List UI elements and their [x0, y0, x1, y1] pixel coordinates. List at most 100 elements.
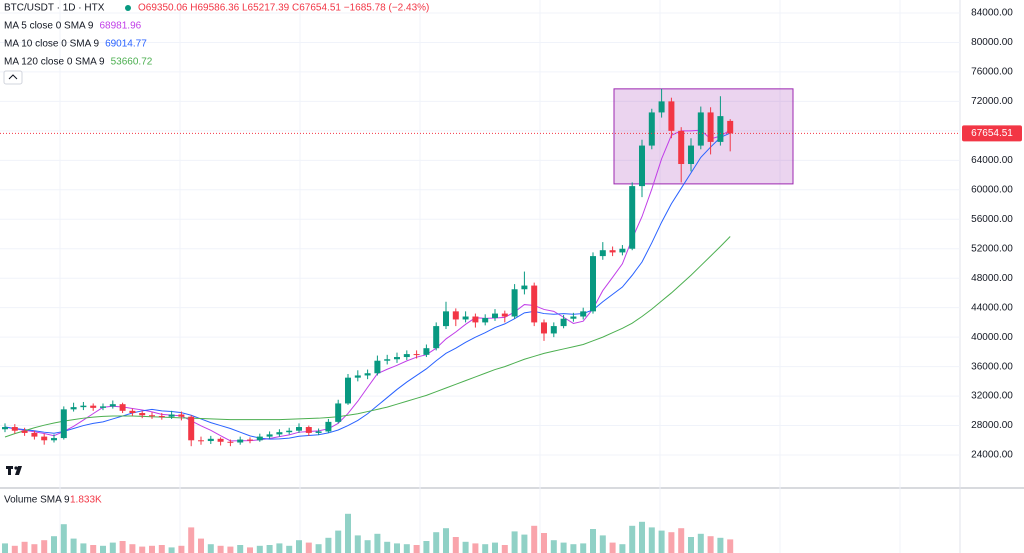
candle-body	[521, 285, 528, 290]
candle-body	[678, 130, 685, 165]
y-tick-label: 24000.00	[971, 450, 1013, 461]
volume-bar	[198, 538, 204, 553]
candle-body	[482, 317, 489, 323]
volume-bar	[237, 545, 244, 553]
indicator-name: MA 10 close 0 SMA 9	[4, 39, 99, 50]
volume-bar	[403, 544, 410, 553]
volume-bar	[413, 545, 420, 553]
volume-bar	[443, 528, 449, 553]
volume-bar	[678, 528, 685, 553]
volume-bar	[354, 535, 361, 553]
volume-bar	[266, 545, 273, 553]
candle-body	[60, 409, 67, 439]
candle-body	[403, 354, 410, 358]
volume-bar	[394, 543, 400, 553]
volume-bar	[276, 543, 283, 553]
candle-body	[129, 410, 136, 414]
candle-body	[11, 427, 18, 431]
y-tick-label: 36000.00	[971, 361, 1013, 372]
symbol-title[interactable]: BTC/USDT · 1D · HTX	[4, 3, 105, 14]
volume-bar	[335, 530, 342, 553]
market-status	[125, 5, 131, 11]
candle-body	[119, 404, 126, 411]
volume-bar	[217, 545, 224, 553]
tv-logo	[6, 466, 22, 475]
y-tick-label: 32000.00	[971, 391, 1013, 402]
candle-body	[541, 322, 547, 334]
volume-bar	[658, 530, 665, 553]
candle-body	[335, 403, 342, 422]
volume-bar	[129, 544, 136, 553]
candle-body	[325, 421, 332, 432]
indicator-name: MA 5 close 0 SMA 9	[4, 21, 94, 32]
candle-body	[139, 413, 146, 416]
candle-body	[315, 431, 322, 433]
volume-bar	[697, 533, 704, 553]
candle-body	[70, 407, 77, 410]
volume-bar	[149, 545, 155, 553]
last-price-badge	[962, 125, 1022, 142]
y-tick-label: 76000.00	[971, 67, 1013, 78]
candle-body	[472, 316, 479, 323]
volume-bar	[462, 541, 469, 553]
candle-body	[354, 375, 361, 378]
volume-bar	[648, 527, 655, 553]
y-tick-label: 28000.00	[971, 420, 1013, 431]
indicator-value: 53660.72	[111, 57, 153, 68]
volume-bar	[570, 544, 577, 553]
candle-body	[727, 120, 734, 134]
ma-line	[4, 132, 731, 440]
volume-bar	[158, 545, 165, 553]
candle-body	[697, 112, 704, 146]
candle-body	[423, 348, 430, 355]
volume-bar	[560, 542, 567, 553]
candle-body	[688, 145, 694, 165]
candle-body	[168, 414, 175, 417]
y-tick-label: 44000.00	[971, 302, 1013, 313]
collapse-button[interactable]	[3, 70, 23, 85]
y-tick-label: 72000.00	[971, 96, 1013, 107]
volume-bar	[541, 533, 547, 553]
volume-bar	[550, 540, 557, 553]
volume-bar	[41, 540, 48, 553]
volume-bar	[305, 542, 312, 553]
candle-body	[80, 405, 87, 408]
volume-bar	[531, 525, 538, 553]
indicator-value: 69014.77	[105, 39, 147, 50]
candle-body	[531, 285, 538, 323]
volume-bar	[511, 531, 518, 553]
candle-body	[109, 404, 116, 407]
volume-bar	[139, 546, 146, 553]
candle-body	[658, 101, 665, 113]
candle-body	[345, 377, 351, 404]
volume-bar	[599, 535, 606, 553]
y-tick-label: 60000.00	[971, 184, 1013, 195]
volume-bar	[609, 542, 616, 553]
candle-body	[560, 318, 567, 327]
candle-body	[639, 145, 645, 187]
volume-bar	[325, 537, 332, 553]
volume-bar	[727, 539, 734, 553]
candle-body	[570, 316, 577, 319]
candle-body	[188, 416, 195, 441]
volume-bar	[100, 545, 106, 553]
volume-bar	[207, 544, 214, 553]
volume-bar	[492, 542, 498, 553]
candle-body	[217, 438, 224, 442]
volume-bar	[590, 529, 596, 553]
volume-bar	[345, 513, 351, 553]
candle-body	[707, 112, 714, 142]
candle-body	[433, 326, 440, 349]
y-tick-label: 64000.00	[971, 155, 1013, 166]
volume-bar	[247, 547, 253, 553]
collapse-icon	[8, 74, 18, 80]
candle-body	[413, 354, 420, 356]
candle-body	[305, 427, 312, 433]
candle-body	[648, 112, 655, 146]
legend: BTC/USDT · 1D · HTX O69350.06 H69586.36 …	[3, 3, 429, 506]
candle-body	[247, 439, 253, 441]
candle-body	[51, 438, 57, 441]
volume-bar	[80, 543, 87, 553]
volume-bar	[433, 532, 440, 553]
